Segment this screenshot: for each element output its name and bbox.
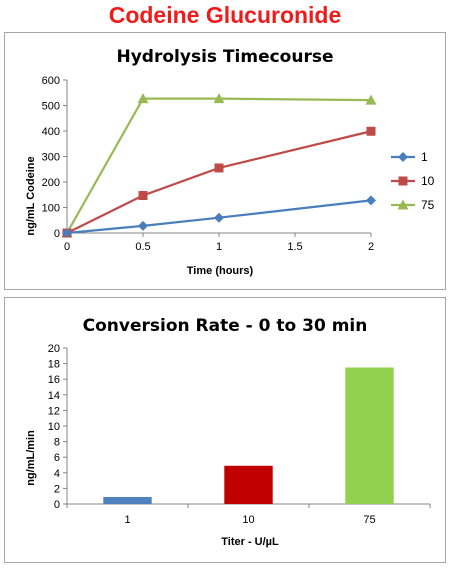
bar-chart-y-tick-label: 0 <box>54 499 60 511</box>
line-chart-xlabel: Time (hours) <box>187 265 254 277</box>
line-chart-y-tick-label: 0 <box>54 228 60 240</box>
line-point-75 <box>137 93 149 104</box>
line-point-10 <box>366 126 376 136</box>
line-point-10 <box>214 163 224 173</box>
line-point-1 <box>138 220 148 231</box>
line-chart-x-tick-label: 2 <box>368 241 374 253</box>
bar-75 <box>345 367 394 504</box>
bar-chart-y-tick-label: 12 <box>48 405 60 417</box>
line-chart-x-tick-label: 1 <box>216 241 222 253</box>
line-chart-x-tick-label: 1.5 <box>287 241 302 253</box>
legend-marker-10 <box>398 176 408 186</box>
page-title: Codeine Glucuronide <box>108 2 342 28</box>
line-point-10 <box>138 191 148 201</box>
line-chart-y-tick-label: 100 <box>42 203 60 215</box>
line-chart-x-tick-label: 0 <box>64 241 70 253</box>
bar-chart-ylabel: ng/mL/min <box>25 430 37 486</box>
bar-10 <box>224 465 273 504</box>
line-series-1 <box>66 199 372 235</box>
line-chart-y-tick-label: 400 <box>42 126 60 138</box>
bar-chart-y-tick-label: 14 <box>48 390 60 402</box>
bar-chart-x-tick-label: 75 <box>363 514 375 526</box>
legend-label-75: 75 <box>421 198 435 212</box>
legend-label-10: 10 <box>421 174 435 188</box>
line-point-1 <box>366 195 376 206</box>
bar-chart: Conversion Rate - 0 to 30 min 0 2 4 6 8 10 12 1… <box>25 316 431 548</box>
legend-marker-1 <box>398 152 408 162</box>
bar-chart-xlabel: Titer - U/µL <box>221 536 279 548</box>
bar-chart-y-tick-label: 10 <box>48 421 60 433</box>
bar-chart-x-tick-label: 10 <box>242 514 254 526</box>
legend-label-1: 1 <box>421 150 428 164</box>
line-chart-title: Hydrolysis Timecourse <box>117 47 334 67</box>
bar-chart-title: Conversion Rate - 0 to 30 min <box>83 316 368 336</box>
line-point-1 <box>62 228 72 238</box>
line-chart-y-tick-label: 600 <box>42 75 60 87</box>
bar-chart-y-tick-label: 2 <box>54 483 60 495</box>
line-point-75 <box>365 94 377 105</box>
line-chart: Hydrolysis Timecourse 010020030040050060… <box>25 47 435 277</box>
line-series-10 <box>66 130 372 234</box>
line-point-75 <box>213 93 225 104</box>
line-chart-x-tick-label: 0.5 <box>135 241 150 253</box>
line-chart-y-tick-label: 200 <box>42 177 60 189</box>
bar-chart-y-tick-label: 20 <box>48 343 60 355</box>
bar-chart-y-tick-label: 8 <box>54 437 60 449</box>
line-chart-y-tick-label: 500 <box>42 101 60 113</box>
bar-chart-panel: Conversion Rate - 0 to 30 min 0 2 4 6 8 10 12 1… <box>4 297 446 563</box>
line-chart-ylabel: ng/mL Codeine <box>25 156 37 235</box>
line-series-75 <box>66 97 372 234</box>
line-chart-panel: Hydrolysis Timecourse 0 100 200 300 400 500 60… <box>4 32 446 290</box>
line-point-1 <box>214 212 224 223</box>
bar-chart-y-tick-label: 18 <box>48 359 60 371</box>
bar-chart-y-tick-label: 16 <box>48 374 60 386</box>
bar-chart-y-tick-label: 4 <box>54 468 60 480</box>
bar-1 <box>103 496 152 504</box>
line-chart-y-tick-label: 300 <box>42 152 60 164</box>
bar-chart-x-tick-label: 1 <box>124 514 130 526</box>
bar-chart-y-tick-label: 6 <box>54 452 60 464</box>
legend-marker-75 <box>397 199 409 210</box>
